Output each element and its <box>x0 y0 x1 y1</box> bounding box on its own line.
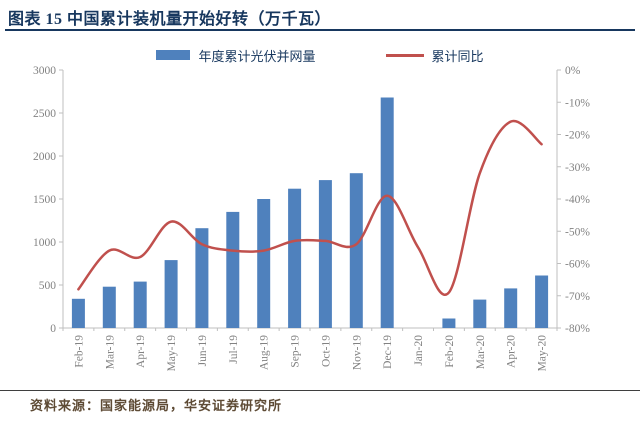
x-axis-label: Aug-19 <box>259 335 271 370</box>
yoy-line <box>77 119 543 296</box>
bar <box>380 97 394 328</box>
x-axis-label: May-20 <box>537 335 549 372</box>
combo-chart: 0 500 1000 1500 2000 2500 3000 0% -10% -20% -30% -4… <box>33 65 590 372</box>
x-axis-label: Jun-19 <box>197 335 209 367</box>
bar <box>504 288 518 328</box>
y-right-tick-label: -10% <box>565 97 590 109</box>
figure-title: 图表 15 中国累计装机量开始好转（万千瓦） <box>8 11 332 28</box>
x-axis-label: Apr-20 <box>506 335 518 368</box>
y-left-tick-label: 0 <box>50 323 56 335</box>
y-right-tick-label: -70% <box>565 291 590 303</box>
bars-group <box>71 97 549 328</box>
legend-bar-label: 年度累计光伏并网量 <box>198 48 316 64</box>
bar <box>226 211 240 328</box>
footer-divider <box>0 390 640 391</box>
y-left-tick-label: 500 <box>39 280 57 292</box>
x-axis-label: Jan-20 <box>413 335 425 366</box>
y-left-tick-label: 1500 <box>33 194 56 206</box>
bar <box>102 286 116 328</box>
x-axis-label: Nov-19 <box>351 335 363 370</box>
x-axis-label: Dec-19 <box>382 335 394 369</box>
y-right-tick-label: -40% <box>565 194 590 206</box>
x-axis-label: Mar-19 <box>104 335 116 370</box>
bar <box>349 173 363 328</box>
y-axis-left: 0 500 1000 1500 2000 2500 3000 <box>33 65 63 335</box>
x-axis-label: Jul-19 <box>228 335 240 364</box>
bar <box>71 298 85 328</box>
x-axis-label: Oct-19 <box>320 335 332 367</box>
legend-line-swatch-icon <box>385 53 424 57</box>
bar <box>133 281 147 328</box>
bar <box>318 180 332 328</box>
bar <box>288 188 302 328</box>
bar <box>473 299 487 328</box>
x-axis-label: May-19 <box>166 335 178 372</box>
bar <box>195 228 209 328</box>
y-right-tick-label: -60% <box>565 259 590 271</box>
y-left-tick-label: 3000 <box>33 65 56 77</box>
x-axis: Feb-19 Mar-19 Apr-19 May-19 Jun-19 Jul-19 Aug-… <box>62 328 558 372</box>
legend-bar-swatch-icon <box>156 50 191 60</box>
bar <box>442 318 456 328</box>
legend-line-label: 累计同比 <box>431 48 484 64</box>
x-axis-label: Mar-20 <box>475 335 487 370</box>
y-axis-right: 0% -10% -20% -30% -40% -50% -60% -70% -80% <box>557 65 590 335</box>
chart-legend: 年度累计光伏并网量 累计同比 <box>0 45 640 65</box>
legend-item-line: 累计同比 <box>385 46 484 65</box>
source-note: 资料来源：国家能源局，华安证券研究所 <box>30 398 283 413</box>
legend-item-bars: 年度累计光伏并网量 <box>156 46 316 65</box>
y-left-tick-label: 2000 <box>33 151 56 163</box>
title-underline <box>5 29 635 31</box>
y-left-tick-label: 1000 <box>33 237 56 249</box>
y-right-tick-label: -20% <box>565 130 590 142</box>
bar <box>535 275 549 328</box>
x-axis-label: Sep-19 <box>290 335 302 368</box>
x-axis-label: Apr-19 <box>135 335 147 368</box>
y-left-tick-label: 2500 <box>33 108 56 120</box>
bar <box>164 260 178 328</box>
y-right-tick-label: -50% <box>565 226 590 238</box>
x-axis-label: Feb-19 <box>73 335 85 368</box>
y-right-tick-label: -30% <box>565 162 590 174</box>
bar <box>257 199 271 328</box>
y-right-tick-label: -80% <box>565 323 590 335</box>
y-right-tick-label: 0% <box>565 65 581 77</box>
x-axis-label: Feb-20 <box>444 335 456 368</box>
